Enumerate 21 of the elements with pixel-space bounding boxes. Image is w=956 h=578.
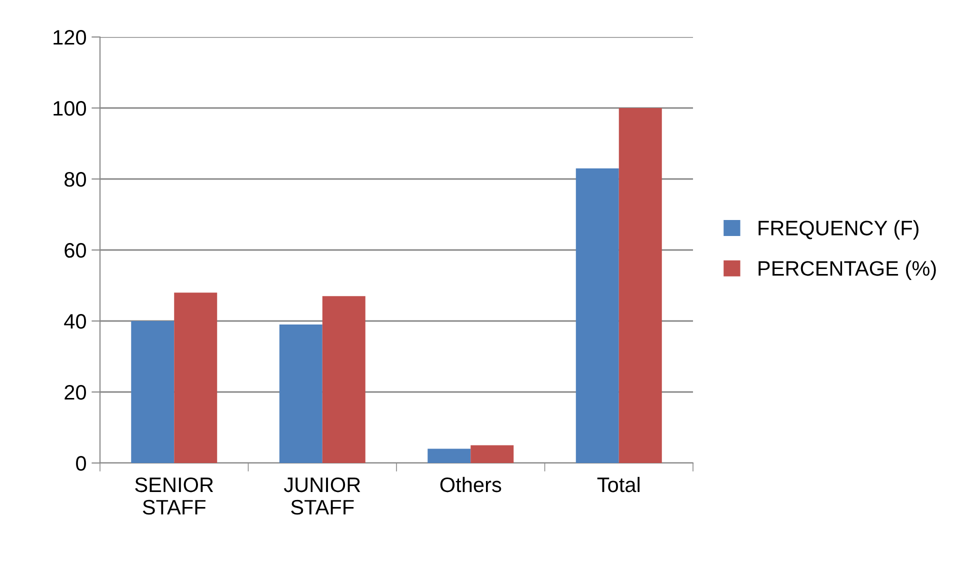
x-tick-label: Others <box>440 476 502 492</box>
legend-label: PERCENTAGE (%) <box>758 260 936 280</box>
y-tick-label: 20 <box>64 385 86 400</box>
y-tick-label: 120 <box>54 30 86 45</box>
bar <box>618 108 662 463</box>
x-tick-label: Total <box>597 476 640 492</box>
y-tick-label: 100 <box>54 101 86 116</box>
bar <box>322 296 366 463</box>
x-tick-label: JUNIOR STAFF <box>284 477 360 515</box>
bar <box>470 445 514 463</box>
y-tick-label: 0 <box>76 456 86 471</box>
bar <box>576 168 619 463</box>
bar <box>131 321 174 463</box>
bar <box>174 292 218 463</box>
bar <box>428 448 471 463</box>
legend-label: FREQUENCY (F) <box>758 220 918 240</box>
y-tick-label: 60 <box>64 243 86 258</box>
bar <box>279 324 322 463</box>
x-tick-label: SENIOR STAFF <box>135 477 214 515</box>
y-tick-label: 80 <box>64 172 86 187</box>
y-tick-label: 40 <box>64 314 86 329</box>
